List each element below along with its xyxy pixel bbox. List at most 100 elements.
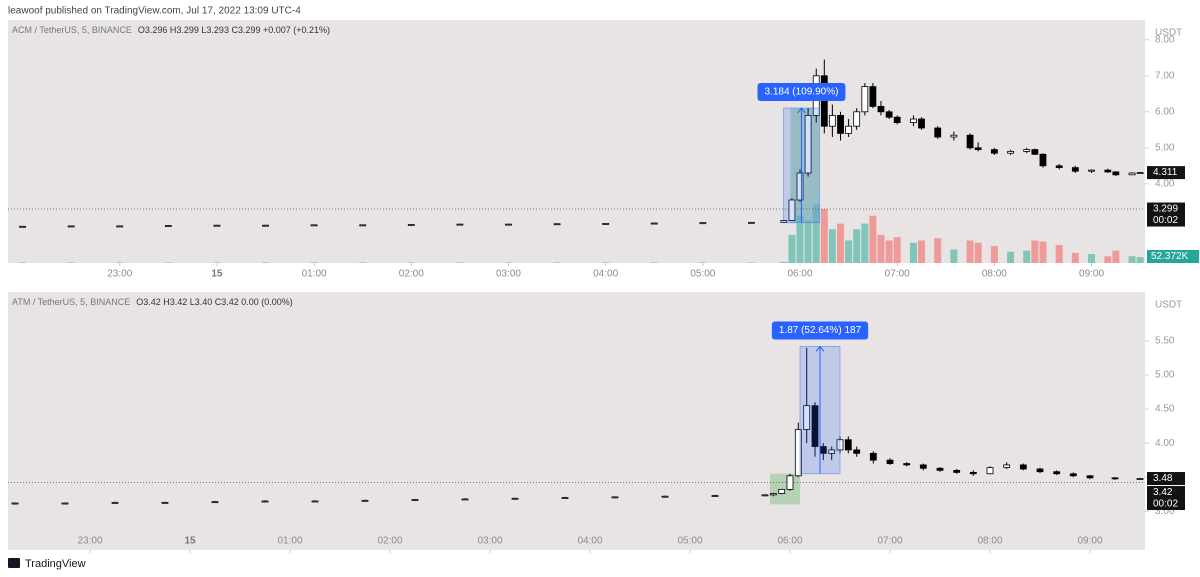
candle-body	[903, 463, 911, 466]
x-tick-label: 06:00	[777, 536, 802, 547]
price-marker-label: 4.311	[1153, 167, 1178, 178]
volume-bar	[19, 262, 27, 263]
y-tick-label: 5.00	[1155, 142, 1175, 153]
volume-bar	[1128, 256, 1136, 263]
candle-body	[869, 86, 877, 107]
y-tick-label: 5.00	[1155, 370, 1175, 381]
y-tick-label: 3.00	[1155, 506, 1175, 517]
x-tick-label: 01:00	[277, 536, 302, 547]
x-tick-label: 08:00	[982, 269, 1007, 280]
volume-marker-label: 52.372K	[1151, 251, 1189, 262]
candle-body	[761, 494, 769, 497]
candle-body	[794, 429, 802, 477]
candle-body	[748, 221, 755, 224]
volume-bar	[1088, 254, 1096, 263]
volume-bar	[804, 220, 812, 263]
ohlc-readout: O3.296 H3.299 L3.293 C3.299 +0.007 (+0.2…	[138, 25, 330, 35]
symbol-legend: ATM / TetherUS, 5, BINANCE O3.42 H3.42 L3…	[12, 297, 293, 307]
candle-body	[786, 475, 794, 490]
x-tick-label: 02:00	[399, 269, 424, 280]
candle-body	[950, 134, 958, 138]
x-tick-label: 04:00	[577, 536, 602, 547]
candle-body	[359, 224, 367, 227]
candle-body	[1086, 475, 1094, 479]
volume-bar	[1023, 250, 1031, 263]
volume-bar	[1031, 240, 1039, 263]
y-tick-label: 4.00	[1155, 438, 1175, 449]
chart-pane: ACM / TetherUS, 5, BINANCE O3.296 H3.299 …	[8, 20, 1199, 280]
footer-logo: TradingView	[8, 558, 86, 570]
x-tick-label: 07:00	[885, 269, 910, 280]
price-marker-label: 3.42	[1153, 487, 1173, 498]
candle-body	[1031, 149, 1039, 155]
candle-body	[877, 106, 885, 113]
volume-bar	[359, 262, 367, 263]
volume-bar	[974, 242, 982, 263]
volume-bar	[1104, 256, 1112, 263]
candle-body	[936, 467, 944, 471]
candle-body	[853, 449, 861, 454]
candle-body	[311, 500, 319, 503]
volume-bar	[456, 262, 464, 263]
candle-body	[505, 223, 512, 226]
volume-bar	[67, 262, 75, 263]
candle-body	[511, 497, 519, 500]
candle-body	[1007, 150, 1015, 154]
pane-plot	[8, 347, 1145, 505]
volume-bar	[747, 262, 755, 263]
y-tick-label: 5.50	[1155, 336, 1175, 347]
candle-body	[919, 464, 927, 469]
volume-bar	[877, 234, 885, 263]
pane-background	[8, 20, 1145, 263]
price-marker-label: 3.299	[1153, 204, 1178, 215]
x-tick-label: 01:00	[302, 269, 327, 280]
candle-body	[211, 501, 219, 504]
candle-body	[778, 489, 786, 494]
candle-body	[918, 118, 925, 129]
volume-bar	[990, 246, 998, 263]
candle-body	[661, 495, 669, 498]
candle-body	[1104, 169, 1112, 173]
candle-body	[966, 134, 974, 149]
candle-body	[811, 405, 819, 447]
candle-body	[164, 225, 172, 227]
measure-label-bg	[771, 321, 869, 340]
candle-body	[261, 500, 269, 503]
candle-body	[845, 125, 853, 134]
publish-header: leawoof published on TradingView.com, Ju…	[8, 6, 301, 17]
volume-bar	[812, 204, 820, 263]
candle-body	[853, 111, 861, 127]
candle-body	[1111, 477, 1119, 480]
candle-body	[361, 499, 369, 502]
x-tick-label: 04:00	[593, 269, 618, 280]
candle-body	[407, 224, 415, 226]
candle-body	[910, 118, 917, 123]
candle-body	[788, 199, 796, 221]
x-tick-label: 02:00	[377, 536, 402, 547]
volume-bar	[650, 262, 658, 263]
candle-body	[553, 223, 561, 226]
x-tick-label: 15	[184, 536, 196, 547]
candle-body	[769, 493, 777, 496]
candle-body	[411, 499, 419, 502]
volume-bar	[780, 261, 788, 263]
candle-body	[650, 222, 658, 225]
candle-body	[969, 471, 977, 475]
x-tick-label: 09:00	[1079, 269, 1104, 280]
candle-body	[1019, 464, 1027, 470]
volume-bar	[788, 234, 796, 263]
volume-bar	[310, 262, 318, 263]
volume-bar	[869, 215, 877, 263]
candle-body	[953, 469, 961, 473]
candle-body	[893, 116, 901, 123]
x-tick-label: 05:00	[690, 269, 715, 280]
candle-body	[1112, 171, 1120, 176]
logo-icon	[8, 558, 20, 568]
candle-body	[310, 224, 318, 227]
candle-body	[1136, 478, 1144, 480]
volume-bar	[213, 262, 221, 263]
candle-body	[861, 86, 869, 113]
volume-bar	[828, 229, 836, 263]
candle-body	[602, 222, 610, 225]
candle-body	[111, 501, 119, 504]
